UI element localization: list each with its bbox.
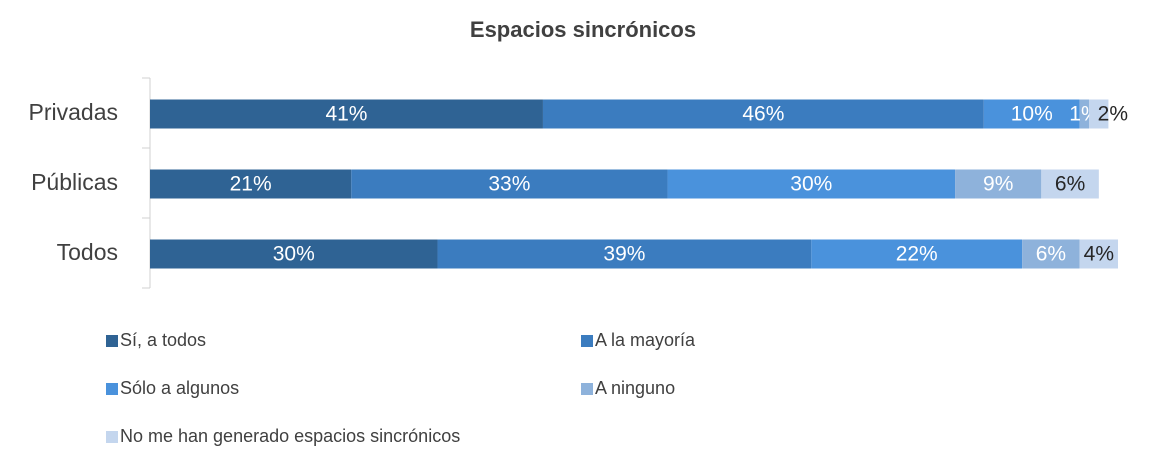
data-label: 6% — [1055, 173, 1085, 196]
bar-segment — [1079, 99, 1090, 129]
bar-segment — [955, 169, 1042, 199]
legend-label: Sólo a algunos — [120, 378, 239, 398]
legend-swatch — [581, 383, 593, 395]
data-label: 33% — [488, 173, 530, 196]
data-label: 39% — [603, 243, 645, 266]
legend-swatch — [106, 335, 118, 347]
data-label: 10% — [1011, 103, 1053, 126]
legend-swatch — [581, 335, 593, 347]
legend-swatch — [106, 383, 118, 395]
bar-segment — [1041, 169, 1099, 199]
bar-segment — [1089, 99, 1109, 129]
bar-segment — [983, 99, 1080, 129]
data-label: 2% — [1098, 103, 1128, 126]
bar-segment — [150, 169, 352, 199]
y-tick-label: Públicas — [31, 169, 118, 195]
y-tick-label: Privadas — [29, 99, 118, 125]
bar-segment — [667, 169, 956, 199]
bar-segment — [150, 99, 543, 129]
bar-segment — [1079, 239, 1118, 269]
chart-title: Espacios sincrónicos — [470, 17, 696, 42]
data-label: 46% — [742, 103, 784, 126]
legend-swatch — [106, 431, 118, 443]
bar-segment — [150, 239, 438, 269]
y-tick-label: Todos — [57, 239, 118, 265]
legend-label: A la mayoría — [595, 330, 696, 350]
data-label: 22% — [896, 243, 938, 266]
data-label: 4% — [1084, 243, 1114, 266]
legend-label: Sí, a todos — [120, 330, 206, 350]
legend-label: No me han generado espacios sincrónicos — [120, 426, 460, 446]
data-label: 9% — [983, 173, 1013, 196]
bar-segment — [437, 239, 812, 269]
bar-segment — [351, 169, 668, 199]
data-label: 6% — [1036, 243, 1066, 266]
data-label: 30% — [273, 243, 315, 266]
bar-segment — [542, 99, 984, 129]
bar-segment — [1022, 239, 1080, 269]
bar-segment — [811, 239, 1023, 269]
data-label: 41% — [325, 103, 367, 126]
data-label: 21% — [230, 173, 272, 196]
legend-label: A ninguno — [595, 378, 675, 398]
data-label: 30% — [790, 173, 832, 196]
